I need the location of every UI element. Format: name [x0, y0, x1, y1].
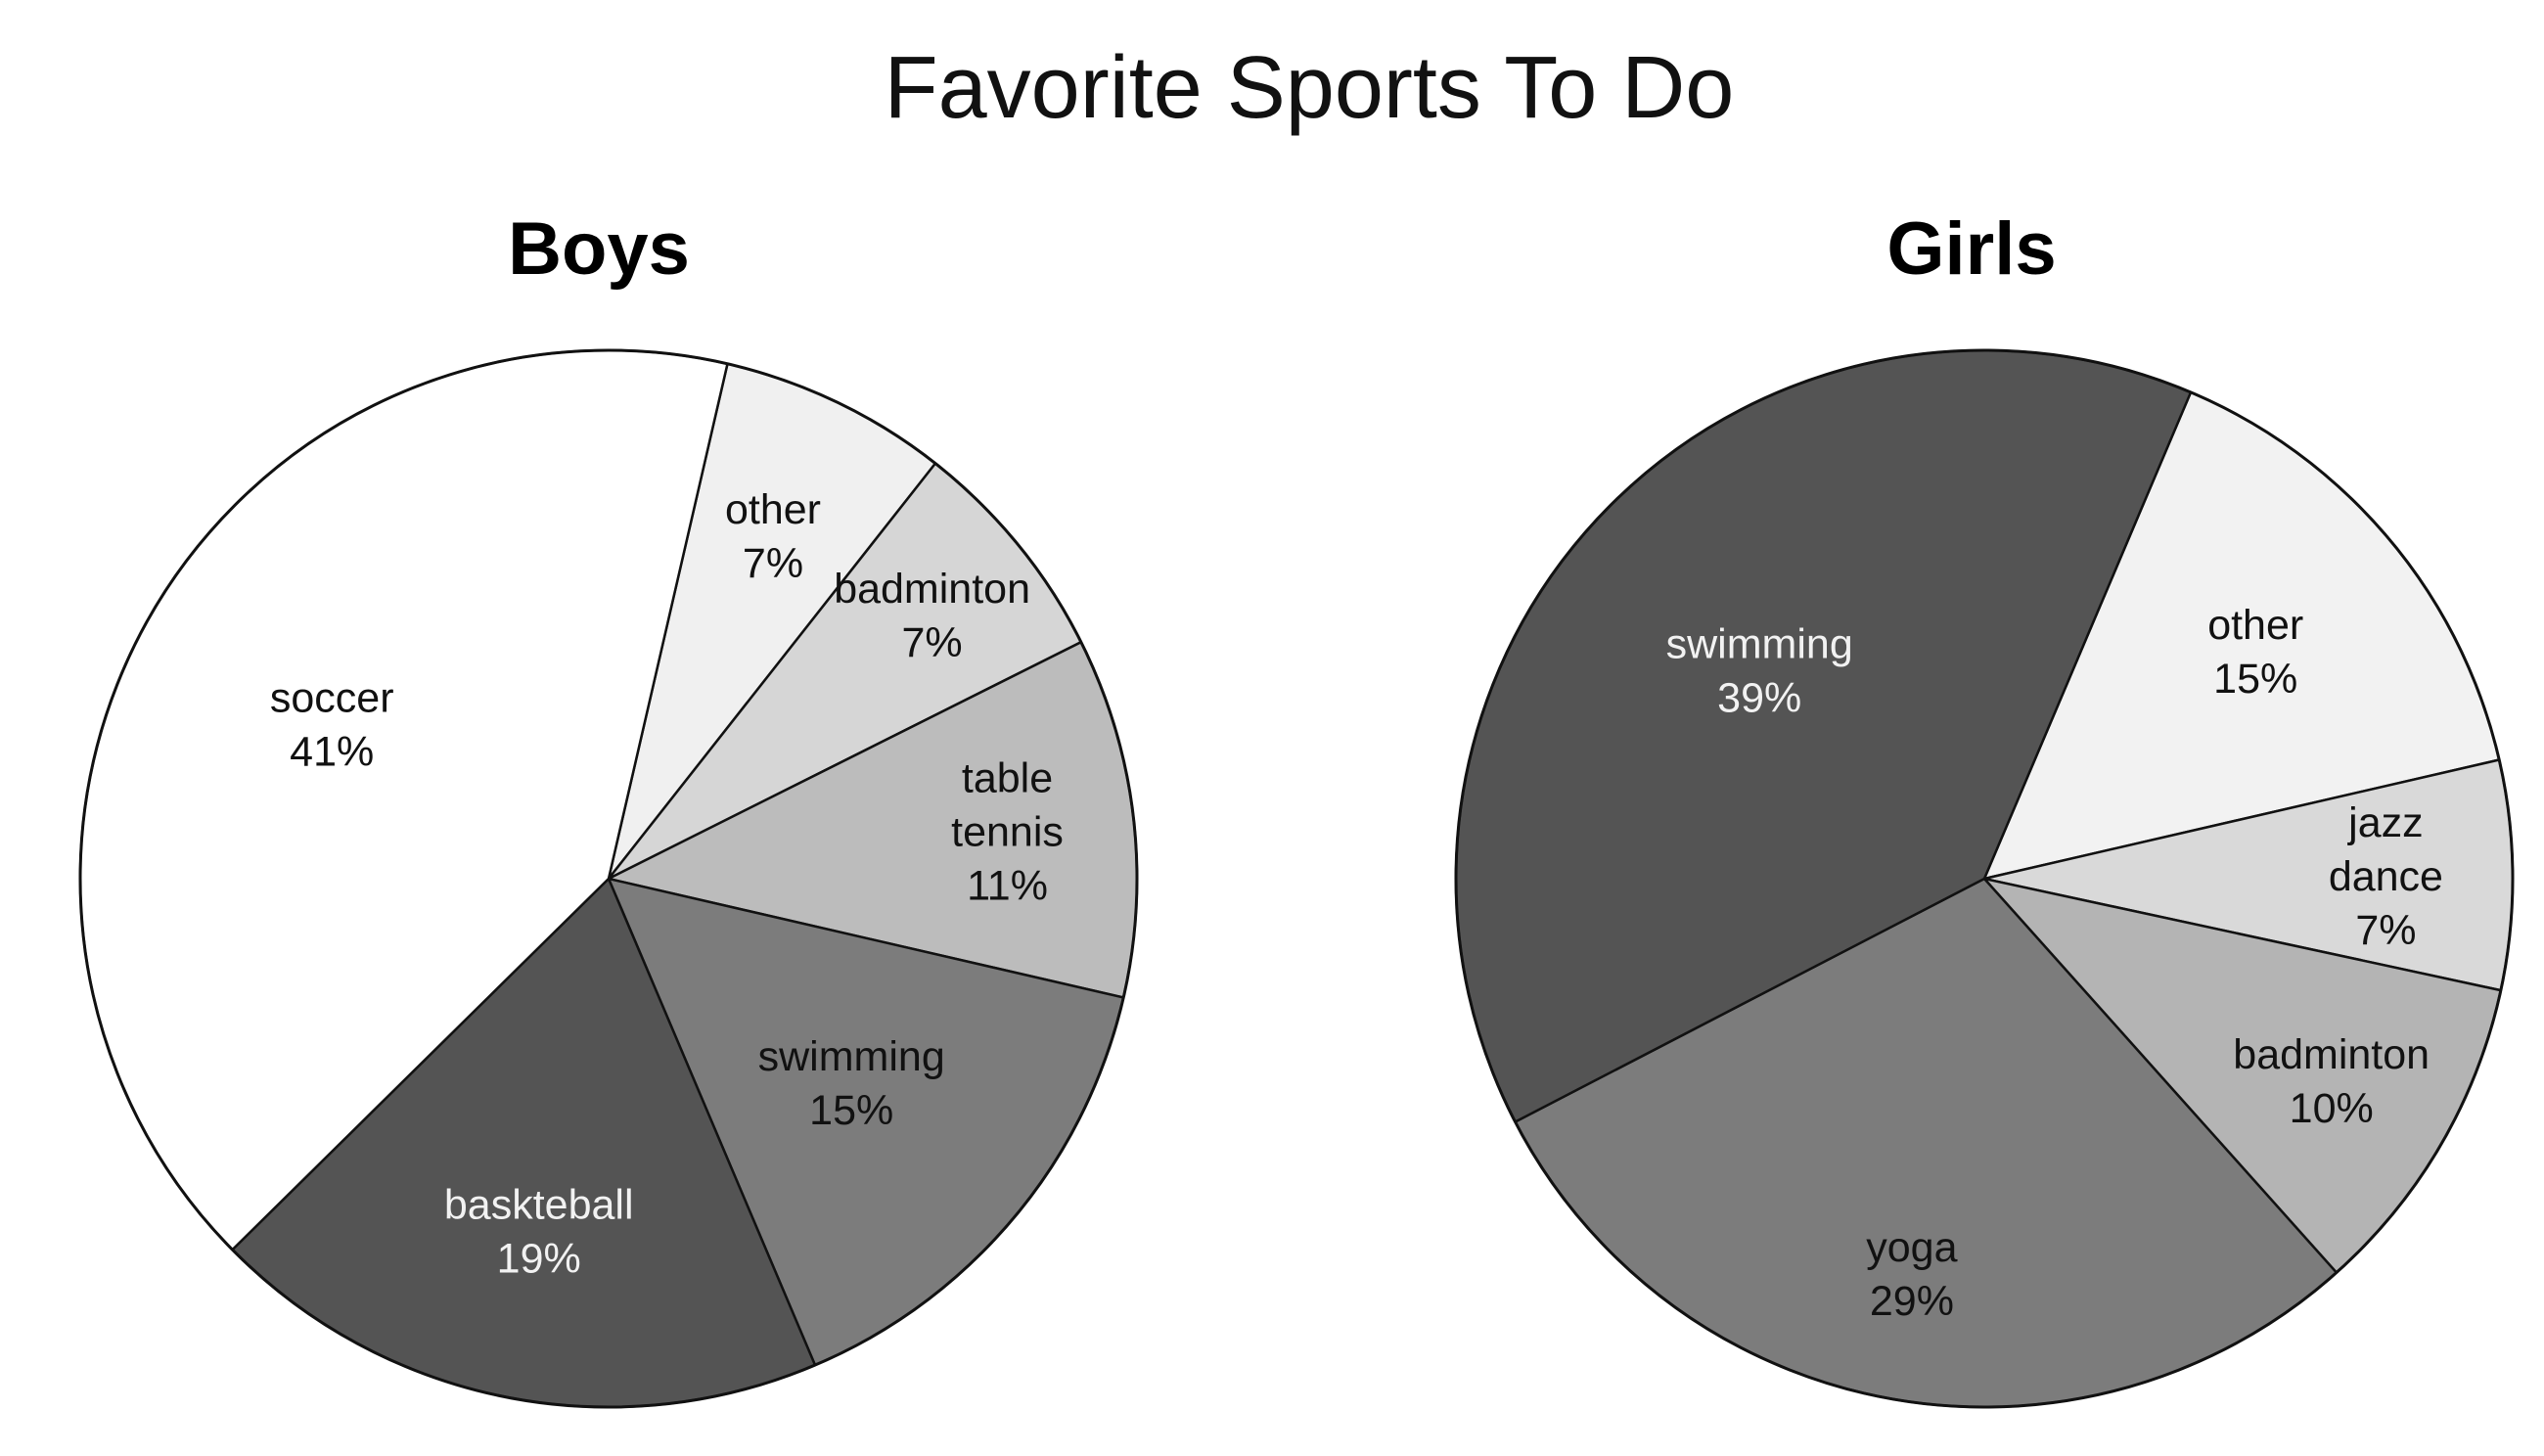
pie-label-boys-badminton: badminton 7% [834, 566, 1030, 666]
chart-main-title: Favorite Sports To Do [885, 39, 1735, 137]
pie-chart-girls: Girls other 15% jazz dance 7% badminton 10% yog… [1454, 207, 2515, 1409]
pie-label-boys-other: other 7% [725, 486, 821, 587]
pie-outline-boys [78, 348, 1139, 1409]
pie-chart-boys: Boys other 7%badminton 7% table tennis 11% swi… [78, 207, 1139, 1409]
pie-label-girls-yoga: yoga 29% [1866, 1224, 1957, 1325]
pie-outline-girls [1454, 348, 2515, 1409]
pie-label-girls-badminton: badminton 10% [2233, 1031, 2430, 1132]
pie-label-boys-swimming: swimming 15% [758, 1033, 945, 1134]
pie-label-girls-jazz-dance: jazz dance 7% [2329, 799, 2443, 954]
pie-label-boys-soccer: soccer 41% [270, 674, 394, 775]
pie-label-boys-table-tennis: table tennis 11% [951, 754, 1064, 909]
pie-label-girls-swimming: swimming 39% [1666, 621, 1853, 722]
pie-title-boys: Boys [508, 207, 690, 291]
pie-label-girls-other: other 15% [2207, 602, 2303, 703]
pie-label-boys-baskteball: baskteball 19% [444, 1182, 634, 1283]
pie-title-girls: Girls [1886, 207, 2056, 291]
